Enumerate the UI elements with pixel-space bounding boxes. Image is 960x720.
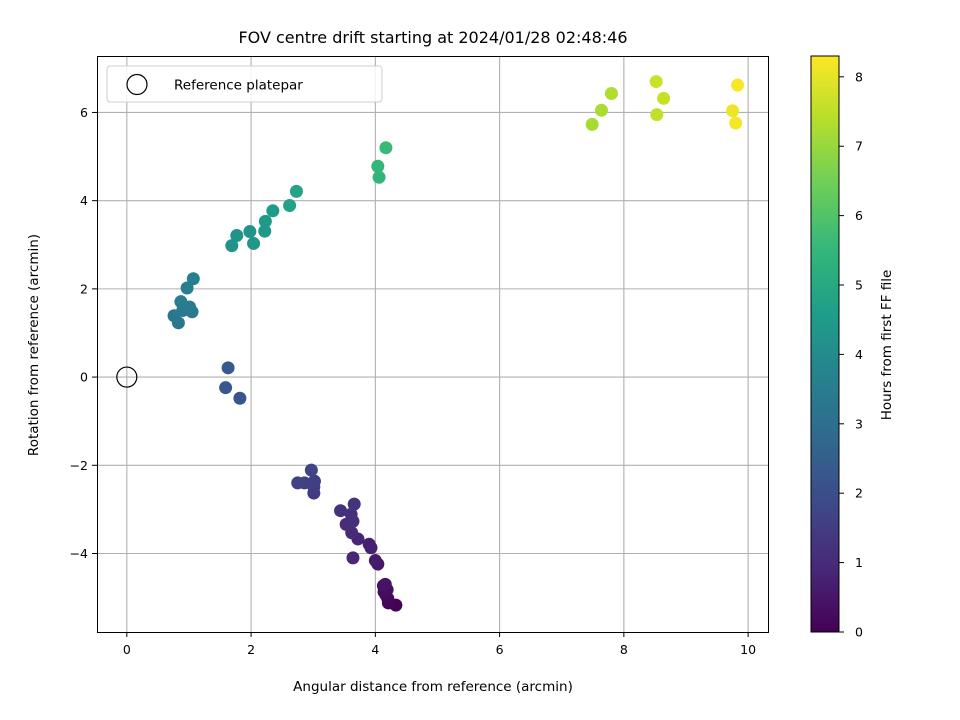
legend-marker-icon xyxy=(126,73,148,96)
colorbar-tick-label: 2 xyxy=(855,486,863,501)
data-point xyxy=(657,91,671,105)
data-point xyxy=(649,75,663,89)
data-point xyxy=(726,104,740,118)
reference-platepar-marker xyxy=(116,366,138,388)
data-point xyxy=(230,229,244,243)
grid xyxy=(97,56,768,632)
legend-label: Reference platepar xyxy=(174,78,303,94)
colorbar-tick-label: 3 xyxy=(855,416,863,431)
data-point xyxy=(731,78,745,92)
y-axis-title: Rotation from reference (arcmin) xyxy=(26,234,42,456)
data-point xyxy=(604,86,618,100)
y-tick-label: 4 xyxy=(80,193,88,208)
data-point xyxy=(346,551,360,565)
data-point xyxy=(174,295,188,309)
y-tick-label: −2 xyxy=(70,458,88,473)
data-point xyxy=(180,281,194,295)
data-point xyxy=(372,170,386,184)
plot-frame xyxy=(97,56,769,633)
data-point xyxy=(307,474,321,488)
colorbar-tick-label: 5 xyxy=(855,278,863,293)
data-point xyxy=(266,204,280,218)
data-point xyxy=(368,554,382,568)
colorbar-tick-label: 1 xyxy=(855,555,863,570)
data-point xyxy=(243,225,257,239)
chart-title: FOV centre drift starting at 2024/01/28 … xyxy=(238,28,627,47)
colorbar-ticks: 0 1 2 3 4 5 6 7 8 xyxy=(839,69,863,640)
data-point xyxy=(219,381,233,395)
data-point xyxy=(233,391,247,405)
x-tick-label: 2 xyxy=(247,642,255,657)
data-point xyxy=(729,116,743,130)
data-point xyxy=(186,272,200,286)
y-tick-label: 0 xyxy=(80,370,88,385)
y-tick-label: 6 xyxy=(80,105,88,120)
data-point xyxy=(291,476,305,490)
x-tick-label: 0 xyxy=(123,642,131,657)
colorbar-label: Hours from first FF file xyxy=(879,270,895,421)
colorbar-tick-label: 4 xyxy=(855,347,863,362)
colorbar-tick-label: 8 xyxy=(855,69,863,84)
data-point xyxy=(371,159,385,173)
data-points xyxy=(116,75,745,612)
x-tick-label: 6 xyxy=(496,642,504,657)
data-point xyxy=(247,236,261,250)
colorbar-gradient xyxy=(810,55,840,633)
data-point xyxy=(585,117,599,131)
x-axis-ticks: 0 2 4 6 8 10 xyxy=(123,632,756,657)
data-point xyxy=(304,463,318,477)
data-point xyxy=(221,361,235,375)
data-point xyxy=(283,199,297,213)
x-tick-label: 4 xyxy=(371,642,379,657)
x-tick-label: 8 xyxy=(620,642,628,657)
y-tick-label: −4 xyxy=(70,546,88,561)
y-tick-label: 2 xyxy=(80,281,88,296)
data-point xyxy=(289,184,303,198)
data-point xyxy=(225,239,239,253)
data-point xyxy=(594,103,608,117)
data-point xyxy=(379,141,393,155)
x-tick-label: 10 xyxy=(740,642,756,657)
data-point xyxy=(650,108,664,122)
data-point xyxy=(344,507,358,521)
y-axis-ticks: −4 −2 0 2 4 6 xyxy=(70,105,97,561)
colorbar-tick-label: 6 xyxy=(855,208,863,223)
colorbar-tick-label: 0 xyxy=(855,625,863,640)
x-axis-title: Angular distance from reference (arcmin) xyxy=(293,679,573,695)
data-point xyxy=(347,497,361,511)
legend-box xyxy=(106,65,383,103)
colorbar-tick-label: 7 xyxy=(855,139,863,154)
data-point xyxy=(334,504,348,518)
colorbar: 0 1 2 3 4 5 6 7 8 Hours from first FF file xyxy=(810,55,895,640)
data-point xyxy=(378,577,392,591)
data-point xyxy=(258,214,272,228)
data-point xyxy=(362,537,376,551)
data-point xyxy=(258,224,272,238)
legend: Reference platepar xyxy=(106,65,383,103)
